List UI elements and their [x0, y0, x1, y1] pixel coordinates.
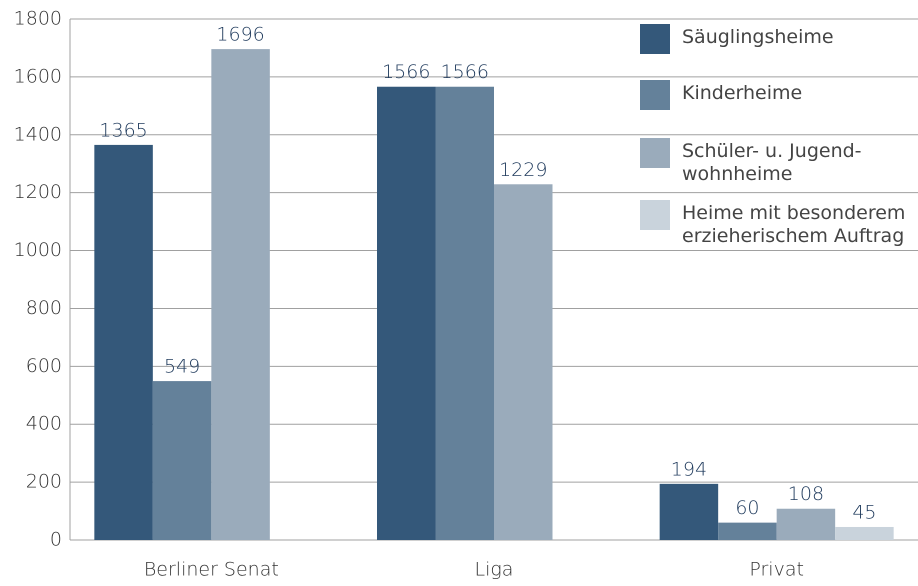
x-tick-label: Berliner Senat — [144, 559, 279, 581]
bar — [377, 86, 436, 540]
legend-swatch — [640, 200, 670, 230]
bar — [776, 508, 836, 540]
legend-item: Schüler- u. Jugend- wohnheime — [640, 138, 862, 186]
legend-swatch — [640, 80, 670, 110]
y-tick-label: 400 — [26, 413, 62, 435]
y-tick-label: 800 — [26, 297, 62, 319]
y-tick-label: 1000 — [14, 239, 62, 261]
y-tick-label: 200 — [26, 471, 62, 493]
bar — [718, 522, 777, 540]
bar — [435, 86, 494, 540]
legend-item: Säuglingsheime — [640, 24, 834, 54]
bar — [211, 49, 270, 540]
legend-label: Heime mit besonderem erzieherischem Auft… — [682, 202, 906, 247]
legend-item: Heime mit besonderem erzieherischem Auft… — [640, 200, 905, 248]
legend-label: Schüler- u. Jugend- wohnheime — [682, 140, 862, 185]
value-label: 1696 — [216, 24, 264, 46]
y-tick-label: 1200 — [14, 181, 62, 203]
bar — [835, 526, 894, 540]
legend-swatch — [640, 138, 670, 168]
value-label: 45 — [852, 501, 876, 523]
bar — [152, 381, 212, 540]
y-tick-label: 1800 — [14, 8, 62, 30]
y-tick-label: 1600 — [14, 65, 62, 87]
x-tick-label: Liga — [475, 559, 514, 581]
legend-item: Kinderheime — [640, 80, 802, 110]
legend-label: Kinderheime — [682, 82, 803, 104]
value-label: 60 — [735, 497, 759, 519]
x-tick-label: Privat — [749, 559, 804, 581]
bar — [659, 483, 719, 540]
legend-label: Säuglingsheime — [682, 26, 834, 48]
value-label: 549 — [164, 356, 200, 378]
value-label: 1566 — [382, 61, 430, 83]
bar — [494, 184, 553, 541]
y-tick-label: 1400 — [14, 123, 62, 145]
y-tick-label: 600 — [26, 355, 62, 377]
value-label: 1566 — [441, 61, 489, 83]
value-label: 108 — [788, 483, 824, 505]
value-label: 194 — [671, 458, 707, 480]
legend-swatch — [640, 24, 670, 54]
bar — [94, 144, 153, 541]
value-label: 1365 — [99, 119, 147, 141]
y-tick-label: 0 — [50, 529, 62, 551]
value-label: 1229 — [499, 159, 547, 181]
